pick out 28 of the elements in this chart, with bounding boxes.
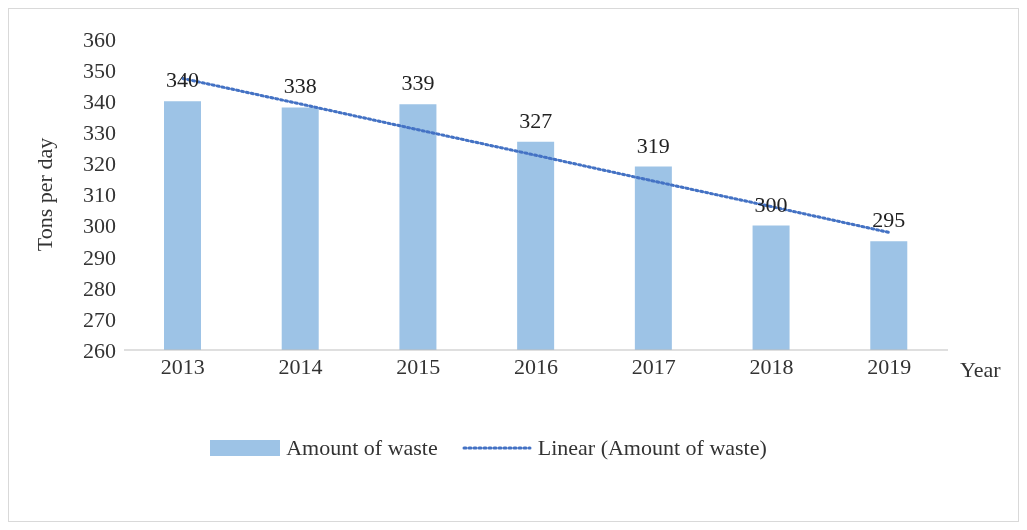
y-axis-title: Tons per day: [31, 137, 57, 252]
data-label: 327: [519, 107, 553, 133]
y-tick-label: 280: [83, 275, 116, 301]
legend-label: Amount of waste: [286, 435, 438, 461]
data-label: 340: [166, 67, 199, 93]
y-tick-label: 300: [83, 213, 116, 239]
data-label: 339: [401, 70, 435, 96]
x-tick-label: 2017: [631, 353, 676, 379]
y-tick-label: 330: [83, 120, 116, 146]
legend-label: Linear (Amount of waste): [537, 435, 767, 461]
x-tick-label: 2015: [396, 353, 441, 379]
data-label: 295: [872, 207, 906, 233]
data-label: 338: [283, 73, 317, 99]
data-label: 319: [636, 132, 670, 158]
x-tick-label: 2016: [514, 353, 558, 379]
y-tick-label: 320: [83, 151, 116, 177]
y-tick-label: 310: [83, 182, 116, 208]
y-tick-label: 270: [83, 306, 116, 332]
y-tick-label: 350: [83, 57, 116, 83]
x-tick-label: 2014: [278, 353, 323, 379]
y-tick-label: 360: [83, 26, 116, 52]
x-tick-label: 2019: [867, 353, 912, 379]
x-tick-label: 2013: [160, 353, 205, 379]
x-axis-title: Year: [960, 357, 1002, 382]
y-tick-label: 290: [83, 244, 116, 270]
x-tick-label: 2018: [749, 353, 794, 379]
y-tick-label: 340: [83, 89, 116, 115]
y-tick-label: 260: [83, 337, 116, 363]
